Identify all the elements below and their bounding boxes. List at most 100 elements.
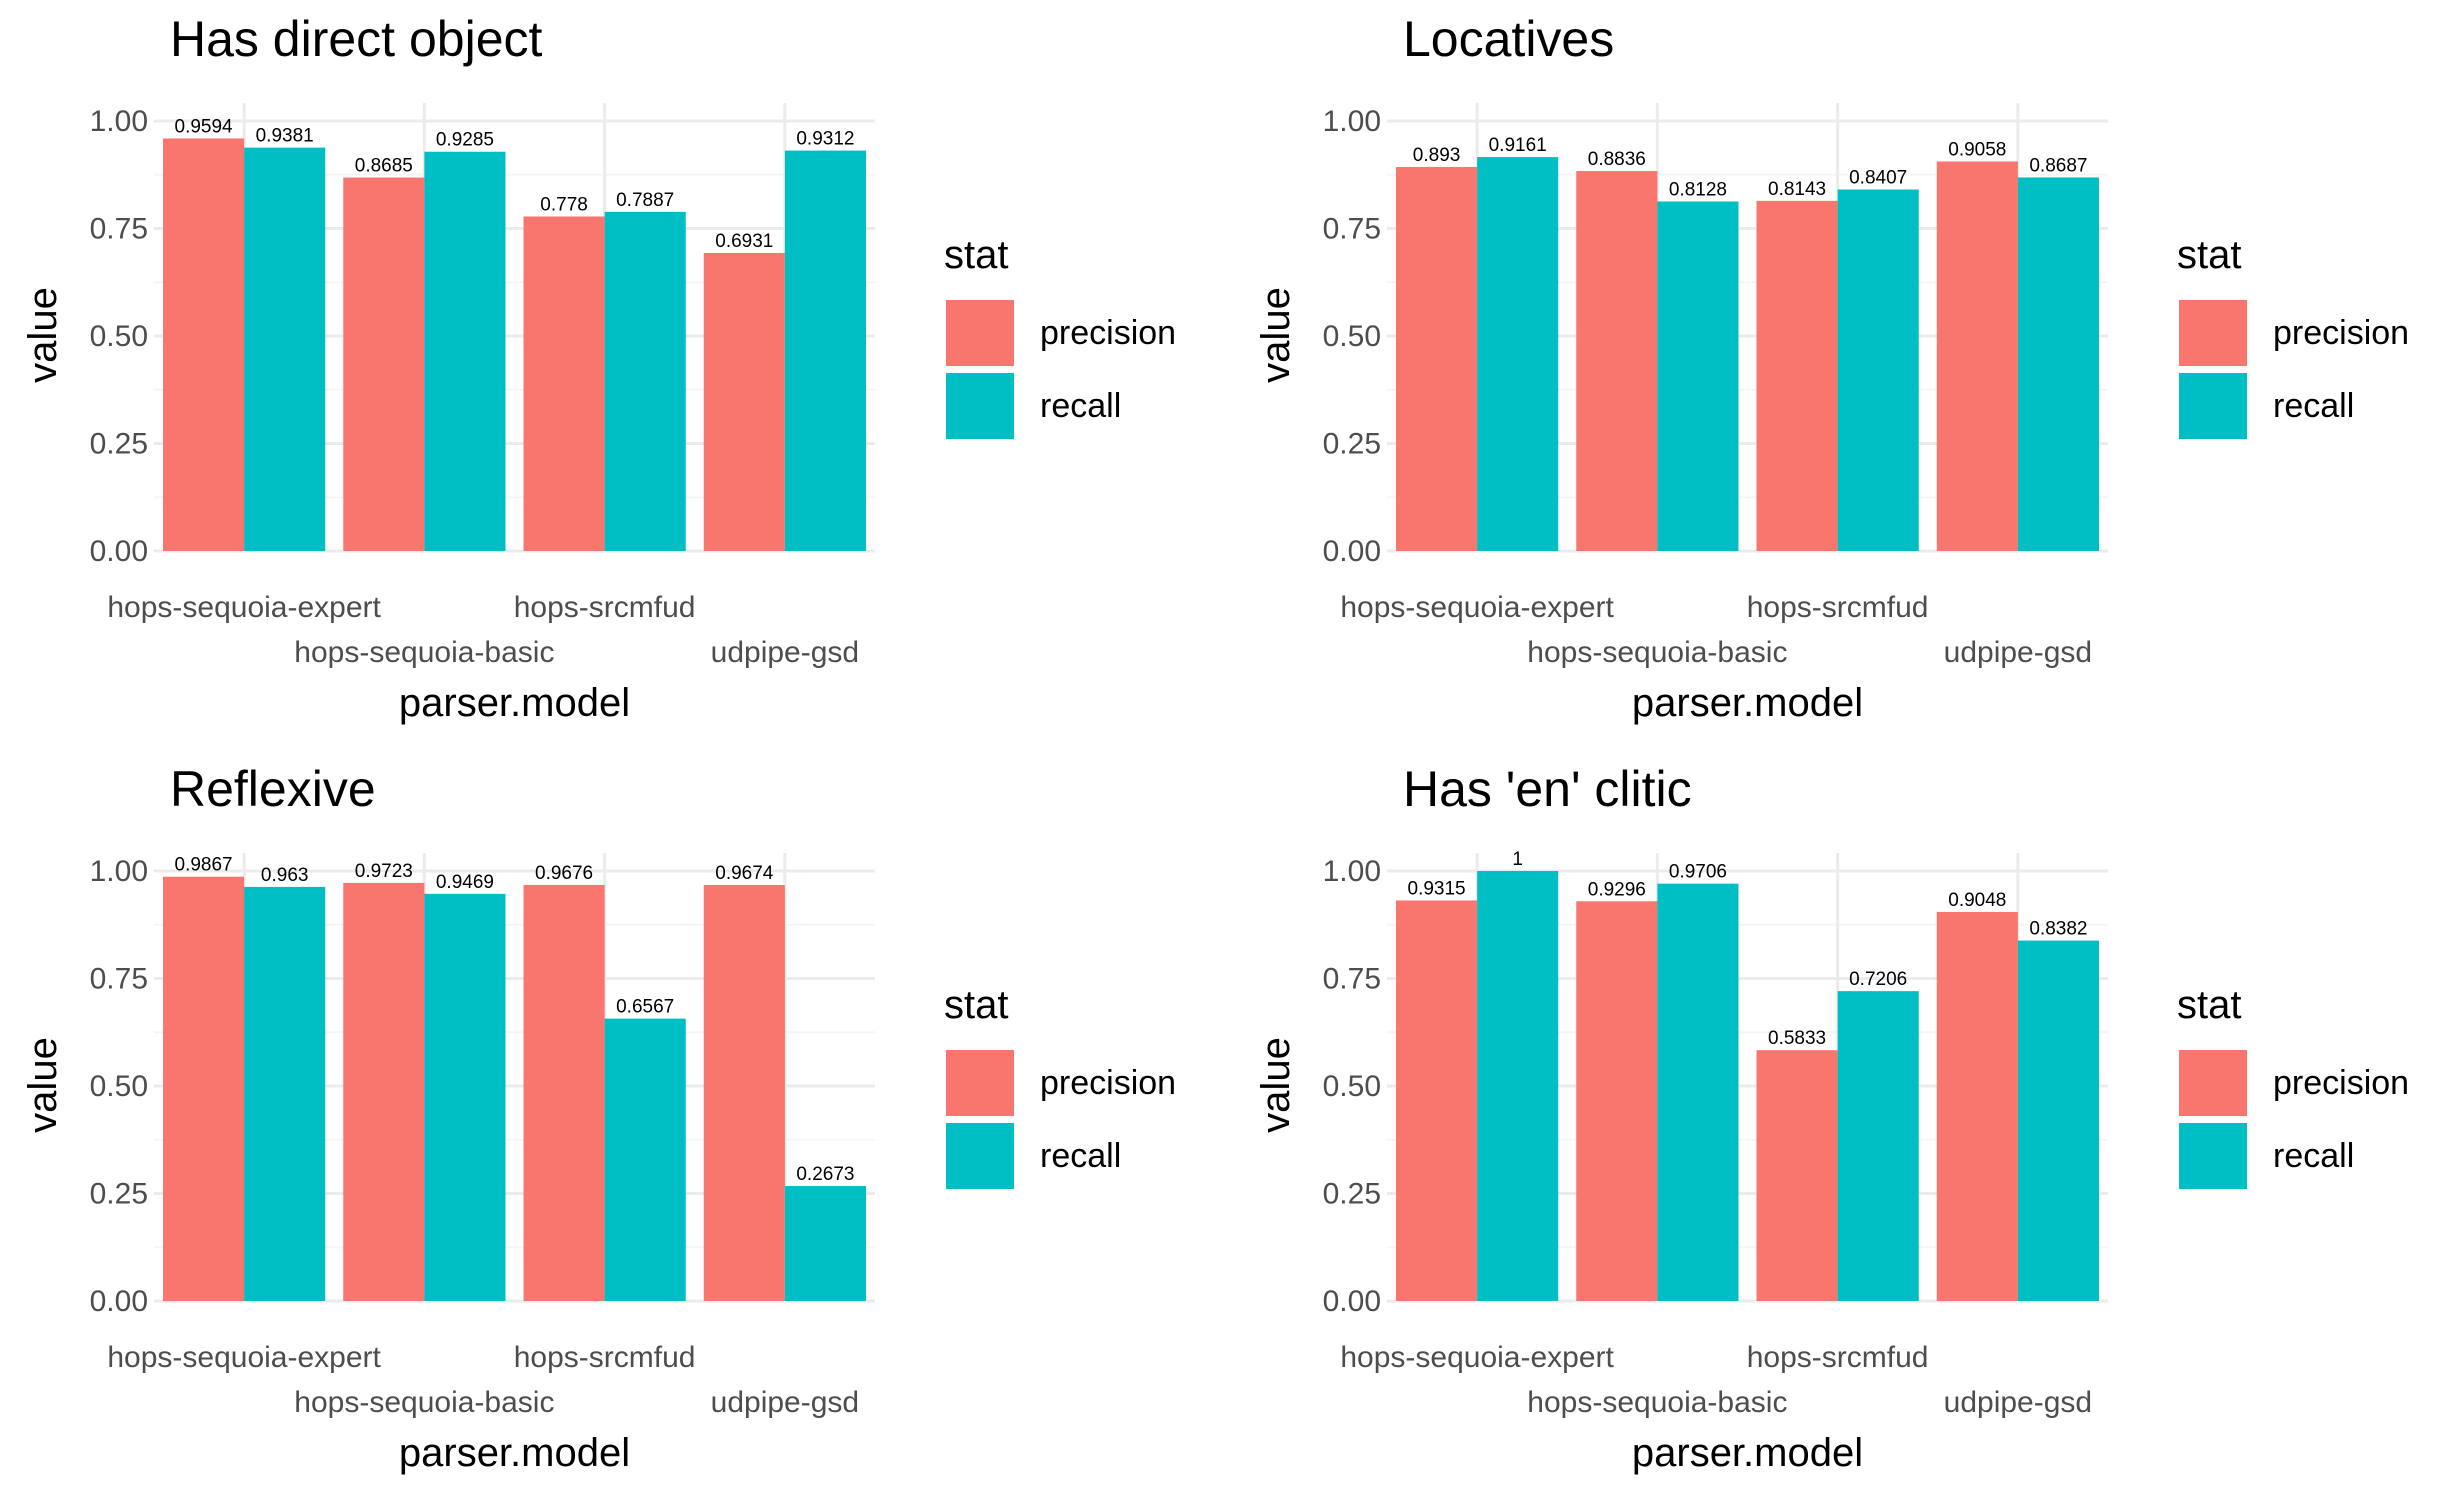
bar-precision-hops-srcmfud	[523, 216, 605, 551]
y-tick-label: 0.75	[90, 213, 148, 246]
x-tick-label: hops-sequoia-expert	[1340, 591, 1614, 624]
data-label: 0.9381	[256, 126, 314, 147]
x-tick-label: udpipe-gsd	[1944, 636, 2092, 669]
bar-recall-hops-sequoia-basic	[1657, 883, 1739, 1301]
bar-recall-hops-sequoia-expert	[244, 886, 326, 1301]
y-tick-label: 0.50	[1323, 320, 1381, 353]
legend-label-recall: recall	[2273, 1137, 2354, 1175]
bar-precision-hops-sequoia-expert	[1396, 900, 1478, 1301]
data-label: 0.9469	[436, 872, 494, 893]
chart-title: Has direct object	[170, 11, 542, 67]
x-tick-label: hops-sequoia-expert	[107, 591, 381, 624]
chart-panel-2: 0.893 0.9161 0.8836 0.8128 0.8143 0.8407 0.905…	[1254, 11, 2409, 725]
y-tick-label: 0.25	[1323, 428, 1381, 461]
y-axis-title: value	[21, 287, 65, 383]
y-tick-label: 0.25	[1323, 1178, 1381, 1211]
legend-key-recall	[946, 373, 1014, 439]
data-label: 0.9161	[1489, 135, 1547, 156]
y-tick-label: 0.25	[90, 1178, 148, 1211]
bar-precision-hops-sequoia-basic	[343, 882, 425, 1301]
x-axis-title: parser.model	[1632, 1431, 1863, 1475]
data-label: 0.9594	[175, 116, 234, 137]
bar-recall-hops-srcmfud	[1837, 189, 1919, 551]
y-tick-label: 0.00	[1323, 1285, 1381, 1318]
legend-title: stat	[2177, 233, 2241, 277]
x-axis-title: parser.model	[399, 681, 630, 725]
data-label: 0.8143	[1768, 179, 1826, 200]
legend-label-precision: precision	[1040, 1064, 1176, 1102]
legend-label-precision: precision	[2273, 1064, 2409, 1102]
y-tick-label: 0.00	[1323, 535, 1381, 568]
bar-precision-hops-srcmfud	[1756, 200, 1838, 551]
y-tick-label: 0.75	[1323, 963, 1381, 996]
data-label: 0.893	[1413, 145, 1461, 166]
bar-precision-hops-sequoia-basic	[1576, 171, 1658, 551]
bar-recall-hops-sequoia-basic	[1657, 201, 1739, 551]
bar-precision-hops-sequoia-basic	[343, 177, 425, 552]
data-label: 0.9048	[1948, 890, 2006, 911]
x-tick-label: hops-sequoia-basic	[294, 1386, 554, 1419]
bar-recall-udpipe-gsd	[784, 1186, 866, 1301]
bar-recall-hops-sequoia-expert	[1477, 157, 1559, 551]
bar-recall-hops-srcmfud	[604, 211, 686, 551]
legend-key-recall	[2179, 373, 2247, 439]
legend: stat precision recall	[2177, 983, 2409, 1189]
data-label: 0.963	[261, 865, 309, 886]
chart-title: Reflexive	[170, 761, 376, 817]
chart-title: Locatives	[1403, 11, 1614, 67]
y-tick-label: 1.00	[90, 855, 148, 888]
data-label: 0.9312	[796, 129, 854, 150]
data-label: 0.778	[540, 194, 588, 215]
data-label: 0.7887	[616, 190, 674, 211]
data-label: 0.9867	[175, 855, 233, 876]
bar-precision-hops-sequoia-expert	[163, 138, 245, 551]
y-tick-label: 0.75	[1323, 213, 1381, 246]
y-tick-label: 1.00	[1323, 105, 1381, 138]
bar-recall-hops-srcmfud	[604, 1018, 686, 1301]
data-label: 0.9674	[715, 863, 774, 884]
bar-recall-udpipe-gsd	[2017, 177, 2099, 552]
chart-title: Has 'en' clitic	[1403, 761, 1692, 817]
data-label: 1	[1512, 849, 1523, 870]
bar-precision-hops-srcmfud	[1756, 1050, 1838, 1301]
data-label: 0.9315	[1408, 878, 1466, 899]
bar-recall-hops-srcmfud	[1837, 991, 1919, 1301]
data-label: 0.5833	[1768, 1028, 1826, 1049]
bar-precision-udpipe-gsd	[703, 252, 785, 552]
x-tick-label: hops-sequoia-basic	[1527, 636, 1787, 669]
legend-key-recall	[946, 1123, 1014, 1189]
x-axis-title: parser.model	[1632, 681, 1863, 725]
data-label: 0.9285	[436, 130, 494, 151]
bar-recall-hops-sequoia-expert	[1477, 871, 1559, 1301]
bar-recall-hops-sequoia-expert	[244, 147, 326, 551]
y-axis-title: value	[1254, 287, 1298, 383]
data-label: 0.9296	[1588, 879, 1646, 900]
x-tick-label: hops-sequoia-expert	[107, 1341, 381, 1374]
legend-label-precision: precision	[2273, 314, 2409, 352]
data-label: 0.7206	[1849, 969, 1907, 990]
x-tick-label: udpipe-gsd	[711, 1386, 859, 1419]
x-tick-label: hops-srcmfud	[1747, 591, 1929, 624]
legend-label-precision: precision	[1040, 314, 1176, 352]
legend-key-precision	[2179, 300, 2247, 366]
x-tick-label: hops-sequoia-expert	[1340, 1341, 1614, 1374]
y-tick-label: 0.50	[90, 1070, 148, 1103]
legend: stat precision recall	[944, 233, 1176, 439]
legend-title: stat	[944, 983, 1008, 1027]
data-label: 0.8407	[1849, 167, 1907, 188]
y-tick-label: 1.00	[1323, 855, 1381, 888]
legend-title: stat	[944, 233, 1008, 277]
y-axis-title: value	[1254, 1037, 1298, 1133]
bar-recall-hops-sequoia-basic	[424, 151, 506, 551]
data-label: 0.6931	[715, 231, 773, 252]
bar-recall-hops-sequoia-basic	[424, 893, 506, 1301]
legend-label-recall: recall	[1040, 1137, 1121, 1175]
legend-key-precision	[946, 1050, 1014, 1116]
bar-precision-udpipe-gsd	[1936, 911, 2018, 1301]
legend-key-precision	[946, 300, 1014, 366]
bar-precision-hops-sequoia-expert	[1396, 167, 1478, 551]
legend-key-precision	[2179, 1050, 2247, 1116]
data-label: 0.9706	[1669, 862, 1727, 883]
chart-panel-1: 0.9594 0.9381 0.8685 0.9285 0.778 0.7887 0.693…	[21, 11, 1176, 725]
bar-precision-hops-sequoia-basic	[1576, 901, 1658, 1301]
